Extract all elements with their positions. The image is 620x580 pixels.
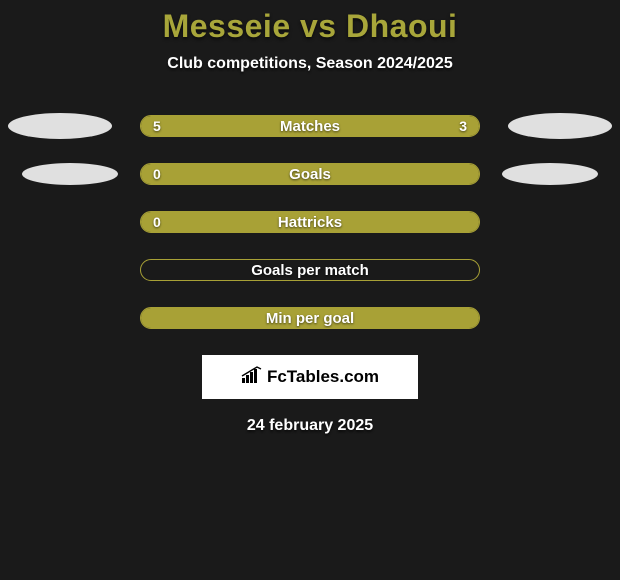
player-ellipse-left — [22, 163, 118, 185]
stat-row: Goals per match — [0, 259, 620, 281]
player-ellipse-right — [508, 113, 612, 139]
logo-box: FcTables.com — [202, 355, 418, 399]
stat-bar: Hattricks0 — [140, 211, 480, 233]
stat-bar: Min per goal — [140, 307, 480, 329]
stat-row: Hattricks0 — [0, 211, 620, 233]
stat-bar-fill-left — [141, 116, 351, 136]
logo: FcTables.com — [241, 366, 379, 389]
subtitle: Club competitions, Season 2024/2025 — [0, 55, 620, 73]
stat-label: Goals per match — [141, 260, 479, 280]
stat-value-left: 0 — [153, 212, 161, 232]
page-title: Messeie vs Dhaoui — [0, 8, 620, 45]
stat-bar: Goals0 — [140, 163, 480, 185]
stat-bar: Matches53 — [140, 115, 480, 137]
stat-row: Goals0 — [0, 163, 620, 185]
date-label: 24 february 2025 — [0, 417, 620, 435]
comparison-container: Messeie vs Dhaoui Club competitions, Sea… — [0, 0, 620, 435]
player-ellipse-right — [502, 163, 598, 185]
stat-bar-fill-left — [141, 164, 479, 184]
stat-value-left: 0 — [153, 164, 161, 184]
stat-row: Matches53 — [0, 115, 620, 137]
player-ellipse-left — [8, 113, 112, 139]
logo-text: FcTables.com — [267, 367, 379, 387]
stat-value-left: 5 — [153, 116, 161, 136]
stat-row: Min per goal — [0, 307, 620, 329]
stat-value-right: 3 — [459, 116, 467, 136]
stat-bar-fill-left — [141, 308, 479, 328]
stat-bar: Goals per match — [140, 259, 480, 281]
chart-icon — [241, 366, 263, 389]
stat-bar-fill-left — [141, 212, 479, 232]
stat-rows: Matches53Goals0Hattricks0Goals per match… — [0, 115, 620, 329]
